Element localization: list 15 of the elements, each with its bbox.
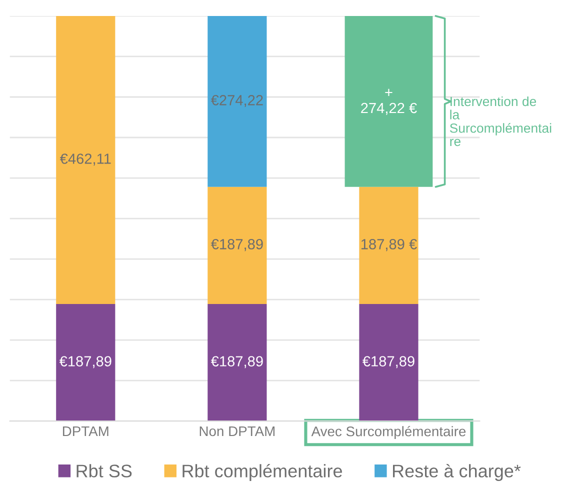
data-label: €462,11 xyxy=(60,154,111,166)
legend-label: Rbt SS xyxy=(76,464,132,478)
data-label: + 274,22 € xyxy=(361,88,417,115)
data-label: 187,89 € xyxy=(361,239,417,252)
data-label: €187,89 xyxy=(210,356,263,368)
data-label: €187,89 xyxy=(59,356,112,368)
legend-label: Rbt complémentaire xyxy=(182,464,342,481)
data-label: €187,89 xyxy=(362,356,414,368)
x-tick-label: DPTAM xyxy=(62,426,108,436)
data-label: €274,22 xyxy=(210,95,263,108)
x-tick-label: Non DPTAM xyxy=(200,426,275,436)
x-tick-label: Avec Surcomplémentaire xyxy=(311,426,466,440)
data-label: €187,89 xyxy=(210,239,263,252)
legend-label: Reste à charge* xyxy=(393,464,521,481)
annotation: Intervention de la Surcomplémentaire xyxy=(450,96,552,146)
